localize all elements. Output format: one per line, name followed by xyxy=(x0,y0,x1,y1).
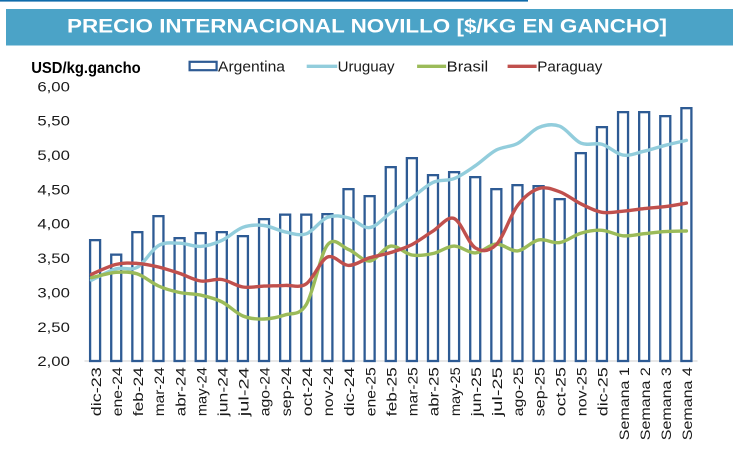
svg-text:mar-25: mar-25 xyxy=(406,367,422,416)
svg-text:4,00: 4,00 xyxy=(37,217,70,233)
svg-text:oct-24: oct-24 xyxy=(300,367,316,416)
svg-text:jul-25: jul-25 xyxy=(490,367,506,418)
svg-text:may-25: may-25 xyxy=(448,367,464,416)
svg-text:dic-23: dic-23 xyxy=(89,367,105,416)
svg-text:Semana 3: Semana 3 xyxy=(659,367,675,440)
svg-text:Semana 4: Semana 4 xyxy=(680,367,696,440)
svg-text:jun-25: jun-25 xyxy=(469,367,485,417)
svg-text:abr-24: abr-24 xyxy=(173,367,189,416)
svg-text:5,50: 5,50 xyxy=(37,114,70,130)
svg-text:6,00: 6,00 xyxy=(37,79,70,95)
svg-text:2,00: 2,00 xyxy=(37,354,70,370)
svg-text:jul-24: jul-24 xyxy=(237,367,253,418)
svg-text:Semana 1: Semana 1 xyxy=(617,367,633,440)
svg-text:may-24: may-24 xyxy=(194,367,210,416)
svg-text:sep-25: sep-25 xyxy=(532,367,548,416)
svg-text:ene-25: ene-25 xyxy=(363,367,379,416)
svg-text:feb-25: feb-25 xyxy=(384,367,400,416)
svg-text:nov-25: nov-25 xyxy=(575,367,591,416)
svg-text:sep-24: sep-24 xyxy=(279,367,295,416)
svg-text:mar-24: mar-24 xyxy=(152,367,168,416)
svg-text:3,50: 3,50 xyxy=(37,251,70,267)
svg-text:abr-25: abr-25 xyxy=(427,367,443,416)
svg-text:oct-25: oct-25 xyxy=(553,367,569,416)
svg-text:Semana 2: Semana 2 xyxy=(638,367,654,440)
svg-text:ago-25: ago-25 xyxy=(511,367,527,416)
svg-text:Uruguay: Uruguay xyxy=(338,60,396,76)
svg-text:5,00: 5,00 xyxy=(37,148,70,164)
svg-text:Paraguay: Paraguay xyxy=(537,60,603,76)
svg-text:ene-24: ene-24 xyxy=(110,367,126,416)
svg-text:ago-24: ago-24 xyxy=(258,367,274,416)
svg-text:jun-24: jun-24 xyxy=(216,367,232,417)
svg-text:3,00: 3,00 xyxy=(37,285,70,301)
svg-text:4,50: 4,50 xyxy=(37,182,70,198)
svg-text:2,50: 2,50 xyxy=(37,320,70,336)
svg-text:Argentina: Argentina xyxy=(218,60,286,76)
svg-text:dic-24: dic-24 xyxy=(342,367,358,416)
svg-text:Brasil: Brasil xyxy=(447,60,489,76)
svg-text:PRECIO INTERNACIONAL NOVILLO [: PRECIO INTERNACIONAL NOVILLO [$/KG EN GA… xyxy=(67,16,667,38)
svg-text:USD/kg.gancho: USD/kg.gancho xyxy=(31,60,141,77)
svg-text:feb-24: feb-24 xyxy=(131,367,147,416)
svg-text:nov-24: nov-24 xyxy=(321,367,337,416)
svg-text:dic-25: dic-25 xyxy=(596,367,612,416)
